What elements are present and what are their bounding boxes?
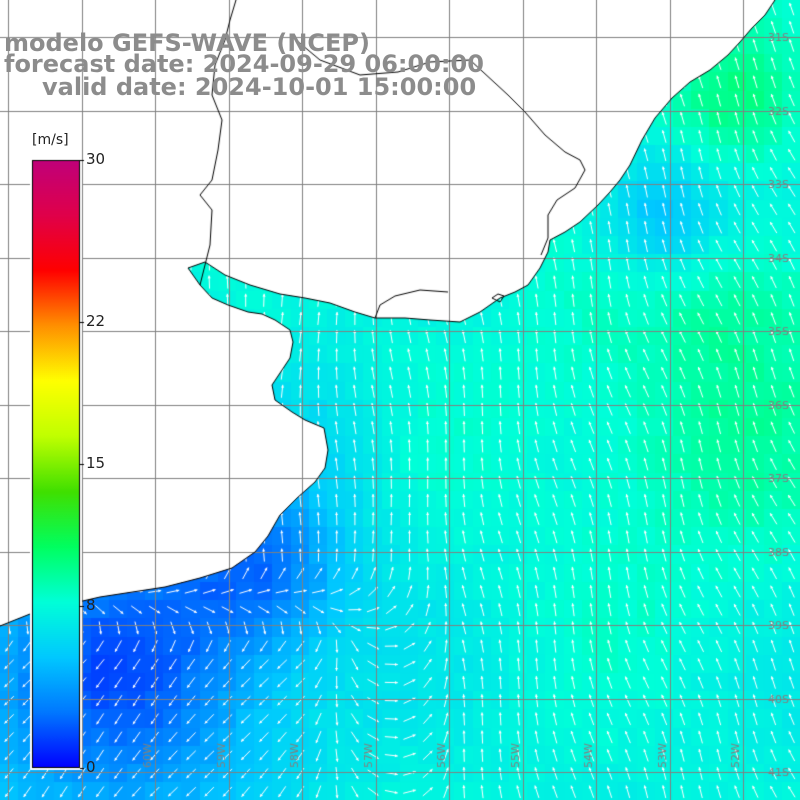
valid-date: valid date: 2024-10-01 15:00:00: [42, 73, 477, 101]
colorbar-tick-label: 22: [86, 312, 106, 331]
colorbar-unit: [m/s]: [32, 132, 69, 148]
colorbar-tick-label: 30: [86, 150, 106, 168]
colorbar-tick-label: 8: [86, 595, 96, 614]
forecast-date: forecast date: 2024-09-29 06:00:00: [4, 50, 484, 78]
colorbar-tick-label: 0: [86, 758, 96, 776]
model-title: modelo GEFS-WAVE (NCEP): [4, 29, 370, 57]
colorbar-tick-label: 15: [86, 454, 106, 472]
